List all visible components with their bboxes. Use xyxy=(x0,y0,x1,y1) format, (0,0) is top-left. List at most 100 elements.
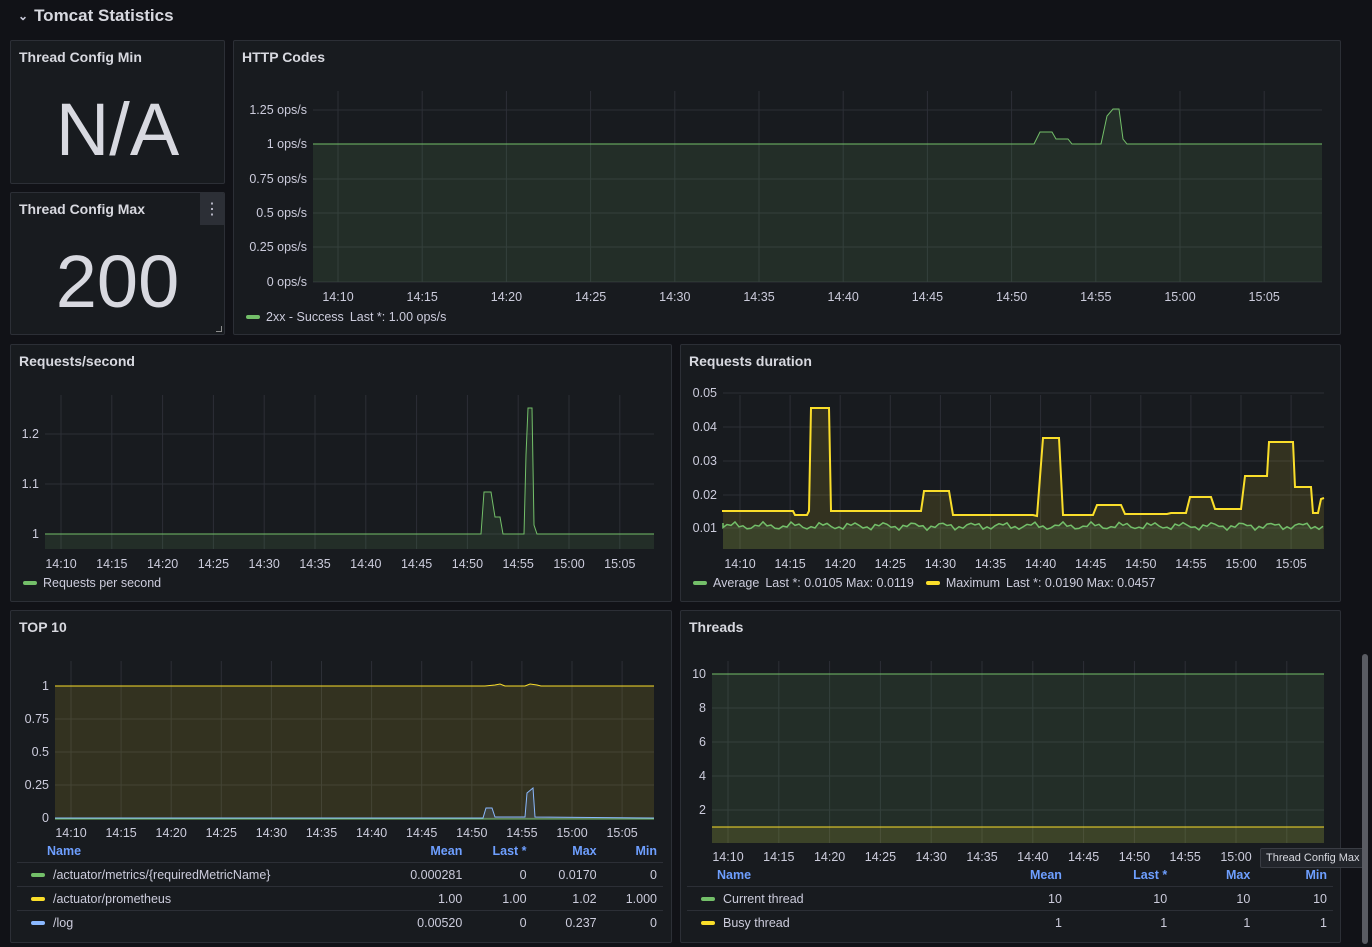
row-last: 0 xyxy=(468,862,533,887)
col-header-last[interactable]: Last * xyxy=(492,844,527,858)
x-tick-label: 14:50 xyxy=(452,557,483,571)
legend-swatch xyxy=(31,897,45,902)
legend-swatch xyxy=(701,897,715,902)
legend-item[interactable]: 2xx - Success Last *: 1.00 ops/s xyxy=(246,310,446,324)
panel-thread-config-max[interactable]: Thread Config Max ⋮ 200 xyxy=(10,192,225,335)
threads-chart[interactable]: 2 4 6 8 10 14:10 14:15 14:20 14:25 14:30 14:35 14:4… xyxy=(681,611,1341,871)
series-area xyxy=(55,684,654,819)
requests-second-chart[interactable]: 1 1.1 1.2 14:10 14:15 14:20 14:25 14:30 14:35 14:… xyxy=(11,345,672,602)
y-tick-label: 1 xyxy=(42,679,49,693)
legend-label[interactable]: Average xyxy=(713,576,760,590)
col-header-mean[interactable]: Mean xyxy=(1029,868,1062,882)
y-tick-label: 1.25 ops/s xyxy=(249,103,307,117)
row-min: 10 xyxy=(1256,886,1333,911)
series-line xyxy=(55,786,655,819)
series-area xyxy=(313,109,1322,282)
x-tick-label: 15:00 xyxy=(1225,557,1256,571)
x-tick-label: 14:15 xyxy=(96,557,127,571)
panel-title: TOP 10 xyxy=(19,619,67,635)
row-header-tomcat-statistics[interactable]: ⌄ Tomcat Statistics xyxy=(18,6,174,26)
resize-handle[interactable] xyxy=(216,326,222,332)
y-tick-label: 0.03 xyxy=(693,454,717,468)
y-tick-label: 0.04 xyxy=(693,420,717,434)
row-last: 0 xyxy=(468,910,533,934)
panel-title: Thread Config Min xyxy=(19,49,142,65)
col-header-last[interactable]: Last * xyxy=(1133,868,1168,882)
x-tick-label: 14:30 xyxy=(256,826,287,840)
panel-requests-second[interactable]: Requests/second 1 1.1 1.2 14:10 14:15 14:20 14… xyxy=(10,344,672,602)
legend-swatch xyxy=(701,921,715,926)
row-max: 1.02 xyxy=(532,886,603,911)
x-tick-label: 14:20 xyxy=(491,290,522,304)
table-row[interactable]: /log 0.00520 0 0.237 0 xyxy=(17,910,663,934)
y-tick-label: 1 ops/s xyxy=(267,137,307,151)
series-line xyxy=(722,407,1325,518)
legend-swatch xyxy=(31,921,45,926)
stat-value: N/A xyxy=(55,88,180,171)
x-tick-label: 14:20 xyxy=(156,826,187,840)
col-header-max[interactable]: Max xyxy=(1225,868,1251,882)
col-header-mean[interactable]: Mean xyxy=(430,844,463,858)
legend-label[interactable]: Maximum xyxy=(945,576,1000,590)
x-tick-label: 14:10 xyxy=(322,290,353,304)
legend-stat: Last *: 1.00 ops/s xyxy=(349,310,447,324)
x-tick-label: 14:10 xyxy=(724,557,755,571)
row-mean: 0.00520 xyxy=(378,910,469,934)
table-row[interactable]: /actuator/metrics/{requiredMetricName} 0… xyxy=(17,862,663,887)
x-tick-label: 15:05 xyxy=(606,826,637,840)
row-name: /log xyxy=(53,915,74,930)
y-tick-label: 2 xyxy=(699,803,706,817)
col-header-min[interactable]: Min xyxy=(635,844,657,858)
legend-item[interactable]: Requests per second xyxy=(23,576,161,590)
col-header-min[interactable]: Min xyxy=(1305,868,1327,882)
x-tick-label: 14:40 xyxy=(356,826,387,840)
x-tick-label: 14:55 xyxy=(503,557,534,571)
x-tick-label: 14:45 xyxy=(401,557,432,571)
stat-value: 200 xyxy=(55,240,180,323)
x-tick-label: 14:50 xyxy=(456,826,487,840)
series-area xyxy=(723,521,1324,549)
x-tick-label: 14:10 xyxy=(712,850,743,864)
row-last: 1.00 xyxy=(468,886,533,911)
legend-swatch xyxy=(31,873,45,878)
requests-duration-chart[interactable]: 0.01 0.02 0.03 0.04 0.05 14:10 14:15 14:20 14:25… xyxy=(681,345,1341,602)
y-tick-label: 0.5 ops/s xyxy=(256,206,307,220)
col-header-name[interactable]: Name xyxy=(47,844,82,858)
x-tick-label: 14:20 xyxy=(814,850,845,864)
x-tick-label: 14:45 xyxy=(1075,557,1106,571)
x-tick-label: 14:30 xyxy=(659,290,690,304)
chevron-down-icon: ⌄ xyxy=(18,9,29,23)
y-tick-label: 0.01 xyxy=(693,521,717,535)
table-row[interactable]: Current thread 10 10 10 10 xyxy=(687,886,1333,911)
panel-requests-duration[interactable]: Requests duration 0.01 0.02 0.03 0.04 0.05 14… xyxy=(680,344,1341,602)
x-tick-label: 14:15 xyxy=(774,557,805,571)
y-tick-label: 0.75 ops/s xyxy=(249,172,307,186)
x-tick-label: 14:30 xyxy=(249,557,280,571)
row-min: 1.000 xyxy=(602,886,663,911)
panel-menu-icon[interactable]: ⋮ xyxy=(200,193,224,225)
x-tick-label: 14:35 xyxy=(306,826,337,840)
col-header-max[interactable]: Max xyxy=(572,844,597,858)
panel-top10[interactable]: TOP 10 0 0.25 0.5 0.75 1 14:10 14:15 14:20 14:25… xyxy=(10,610,672,943)
panel-threads[interactable]: Threads 2 4 6 8 10 14:10 14:15 14:20 14:25 14:30 1… xyxy=(680,610,1341,943)
scrollbar[interactable] xyxy=(1362,654,1368,944)
row-title: Tomcat Statistics xyxy=(34,6,174,25)
row-max: 1 xyxy=(1173,910,1257,934)
col-header-name[interactable]: Name xyxy=(717,868,752,882)
top10-chart[interactable]: 0 0.25 0.5 0.75 1 14:10 14:15 14:20 14:25 14:30 14… xyxy=(11,611,672,847)
series-area xyxy=(45,408,654,549)
panel-http-codes[interactable]: HTTP Codes 0 ops/s 0.25 ops/s 0.5 ops/s 0.7… xyxy=(233,40,1341,335)
series-line xyxy=(722,520,1324,532)
table-row[interactable]: Busy thread 1 1 1 1 xyxy=(687,910,1333,934)
y-tick-label: 6 xyxy=(699,735,706,749)
y-tick-label: 8 xyxy=(699,701,706,715)
table-row[interactable]: /actuator/prometheus 1.00 1.00 1.02 1.00… xyxy=(17,886,663,911)
http-codes-chart[interactable]: 0 ops/s 0.25 ops/s 0.5 ops/s 0.75 ops/s 1 op… xyxy=(234,41,1341,335)
legend-stat: Last *: 0.0105 Max: 0.0119 xyxy=(765,576,914,590)
x-tick-label: 15:00 xyxy=(1164,290,1195,304)
x-tick-label: 15:05 xyxy=(1249,290,1280,304)
x-tick-label: 14:15 xyxy=(407,290,438,304)
x-tick-label: 15:05 xyxy=(1275,557,1306,571)
panel-thread-config-min[interactable]: Thread Config Min N/A xyxy=(10,40,225,184)
row-name: /actuator/prometheus xyxy=(53,891,172,906)
